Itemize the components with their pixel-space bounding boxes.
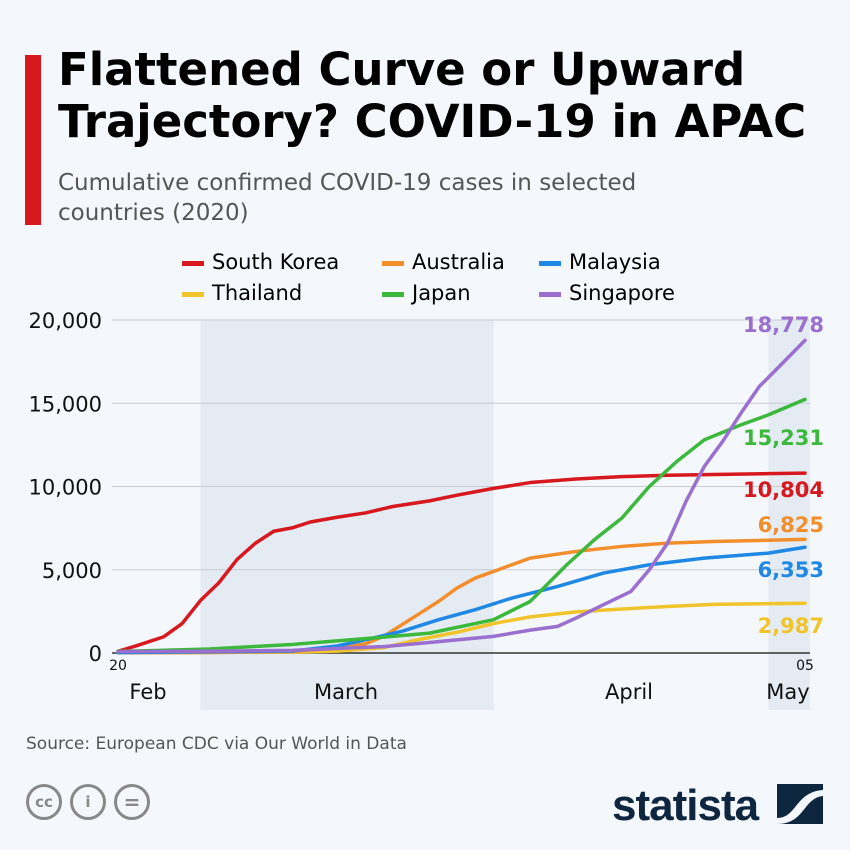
series-line-south-korea	[116, 471, 807, 654]
legend-label: Malaysia	[569, 250, 661, 274]
chart-title: Flattened Curve or Upward Trajectory? CO…	[58, 43, 807, 148]
legend-swatch	[382, 291, 404, 297]
cc-icon: cc	[26, 784, 62, 820]
legend-swatch	[539, 260, 561, 266]
legend-item: Japan	[382, 281, 471, 305]
y-tick-label: 5,000	[42, 559, 102, 583]
legend-label: South Korea	[212, 250, 340, 274]
legend-label: Japan	[412, 281, 471, 305]
legend-item: Australia	[382, 250, 505, 274]
end-value-label: 6,353	[758, 558, 824, 582]
month-label: Feb	[129, 680, 166, 704]
legend-item: Singapore	[539, 281, 675, 305]
end-value-label: 10,804	[743, 478, 824, 502]
end-value-label: 18,778	[743, 313, 824, 337]
legend-label: Thailand	[212, 281, 303, 305]
x-tick-label: 20	[109, 658, 127, 674]
legend-item: South Korea	[182, 250, 339, 274]
legend-item: Malaysia	[539, 250, 661, 274]
legend-swatch	[382, 260, 404, 266]
x-tick-label: 05	[796, 658, 814, 674]
chart-subtitle: Cumulative confirmed COVID-19 cases in s…	[58, 170, 637, 226]
legend-swatch	[539, 291, 561, 297]
end-value-label: 6,825	[758, 513, 824, 537]
series-line-thailand	[116, 601, 807, 655]
no-derivatives-icon: =	[114, 784, 150, 820]
y-tick-label: 20,000	[29, 309, 102, 333]
legend-item: Thailand	[182, 281, 302, 305]
month-label: May	[766, 680, 809, 704]
legend-swatch	[182, 260, 204, 266]
end-value-label: 15,231	[743, 426, 824, 450]
legend-label: Australia	[412, 250, 505, 274]
legend-label: Singapore	[569, 281, 675, 305]
y-tick-label: 15,000	[29, 392, 102, 416]
statista-mark-icon	[777, 784, 824, 824]
y-tick-label: 0	[89, 642, 102, 666]
may-shade	[768, 320, 810, 710]
series-line-malaysia	[116, 545, 807, 655]
accent-bar	[25, 55, 41, 225]
series-line-japan	[116, 397, 807, 654]
legend-swatch	[182, 291, 204, 297]
month-label: April	[605, 680, 653, 704]
series-line-singapore	[116, 338, 807, 654]
month-label: March	[314, 680, 378, 704]
attribution-icon: i	[70, 784, 106, 820]
source-note: Source: European CDC via Our World in Da…	[26, 734, 407, 754]
y-tick-label: 10,000	[29, 476, 102, 500]
statista-logo: statista	[612, 780, 824, 831]
end-value-label: 2,987	[758, 614, 824, 638]
